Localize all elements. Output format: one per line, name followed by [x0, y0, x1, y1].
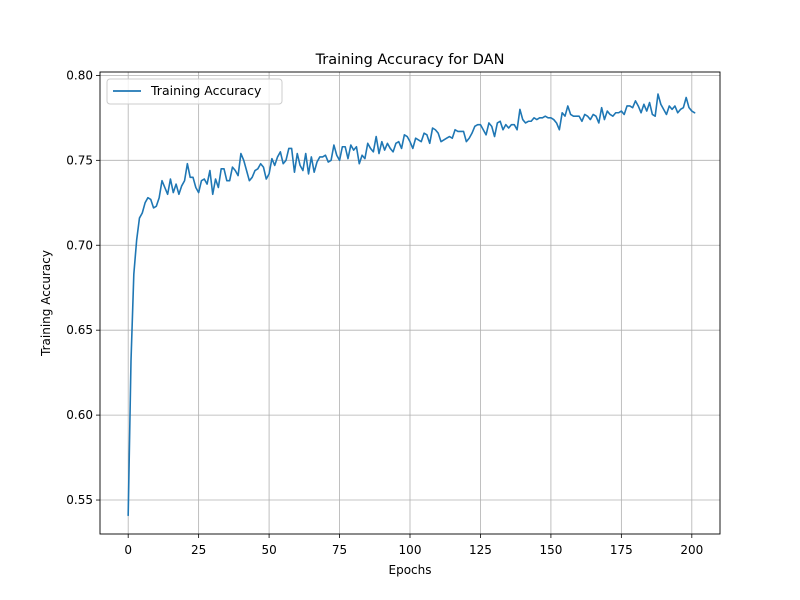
y-tick-label: 0.75 [66, 153, 93, 167]
y-tick-label: 0.55 [66, 493, 93, 507]
x-tick-label: 200 [680, 543, 703, 557]
x-tick-label: 25 [191, 543, 206, 557]
x-tick-label: 175 [610, 543, 633, 557]
chart-title: Training Accuracy for DAN [315, 52, 505, 68]
x-tick-label: 125 [469, 543, 492, 557]
x-tick-label: 50 [261, 543, 276, 557]
axis-ticks: 0 25 50 75 100 125 150 175 200 0.55 0.60 0.65 0.70 0.… [66, 68, 703, 557]
series-line-training-accuracy [127, 93, 696, 517]
y-tick-label: 0.60 [66, 408, 93, 422]
y-tick-label: 0.65 [66, 323, 93, 337]
y-axis-label: Training Accuracy [39, 250, 53, 357]
legend: Training Accuracy [106, 78, 283, 105]
x-tick-label: 75 [332, 543, 347, 557]
x-tick-label: 100 [399, 543, 422, 557]
grid [100, 72, 720, 534]
x-axis-label: Epochs [389, 563, 432, 577]
y-tick-label: 0.70 [66, 238, 93, 252]
y-tick-label: 0.80 [66, 68, 93, 82]
x-tick-label: 0 [124, 543, 132, 557]
legend-box [106, 78, 283, 105]
legend-label: Training Accuracy [150, 83, 262, 98]
x-tick-label: 150 [539, 543, 562, 557]
